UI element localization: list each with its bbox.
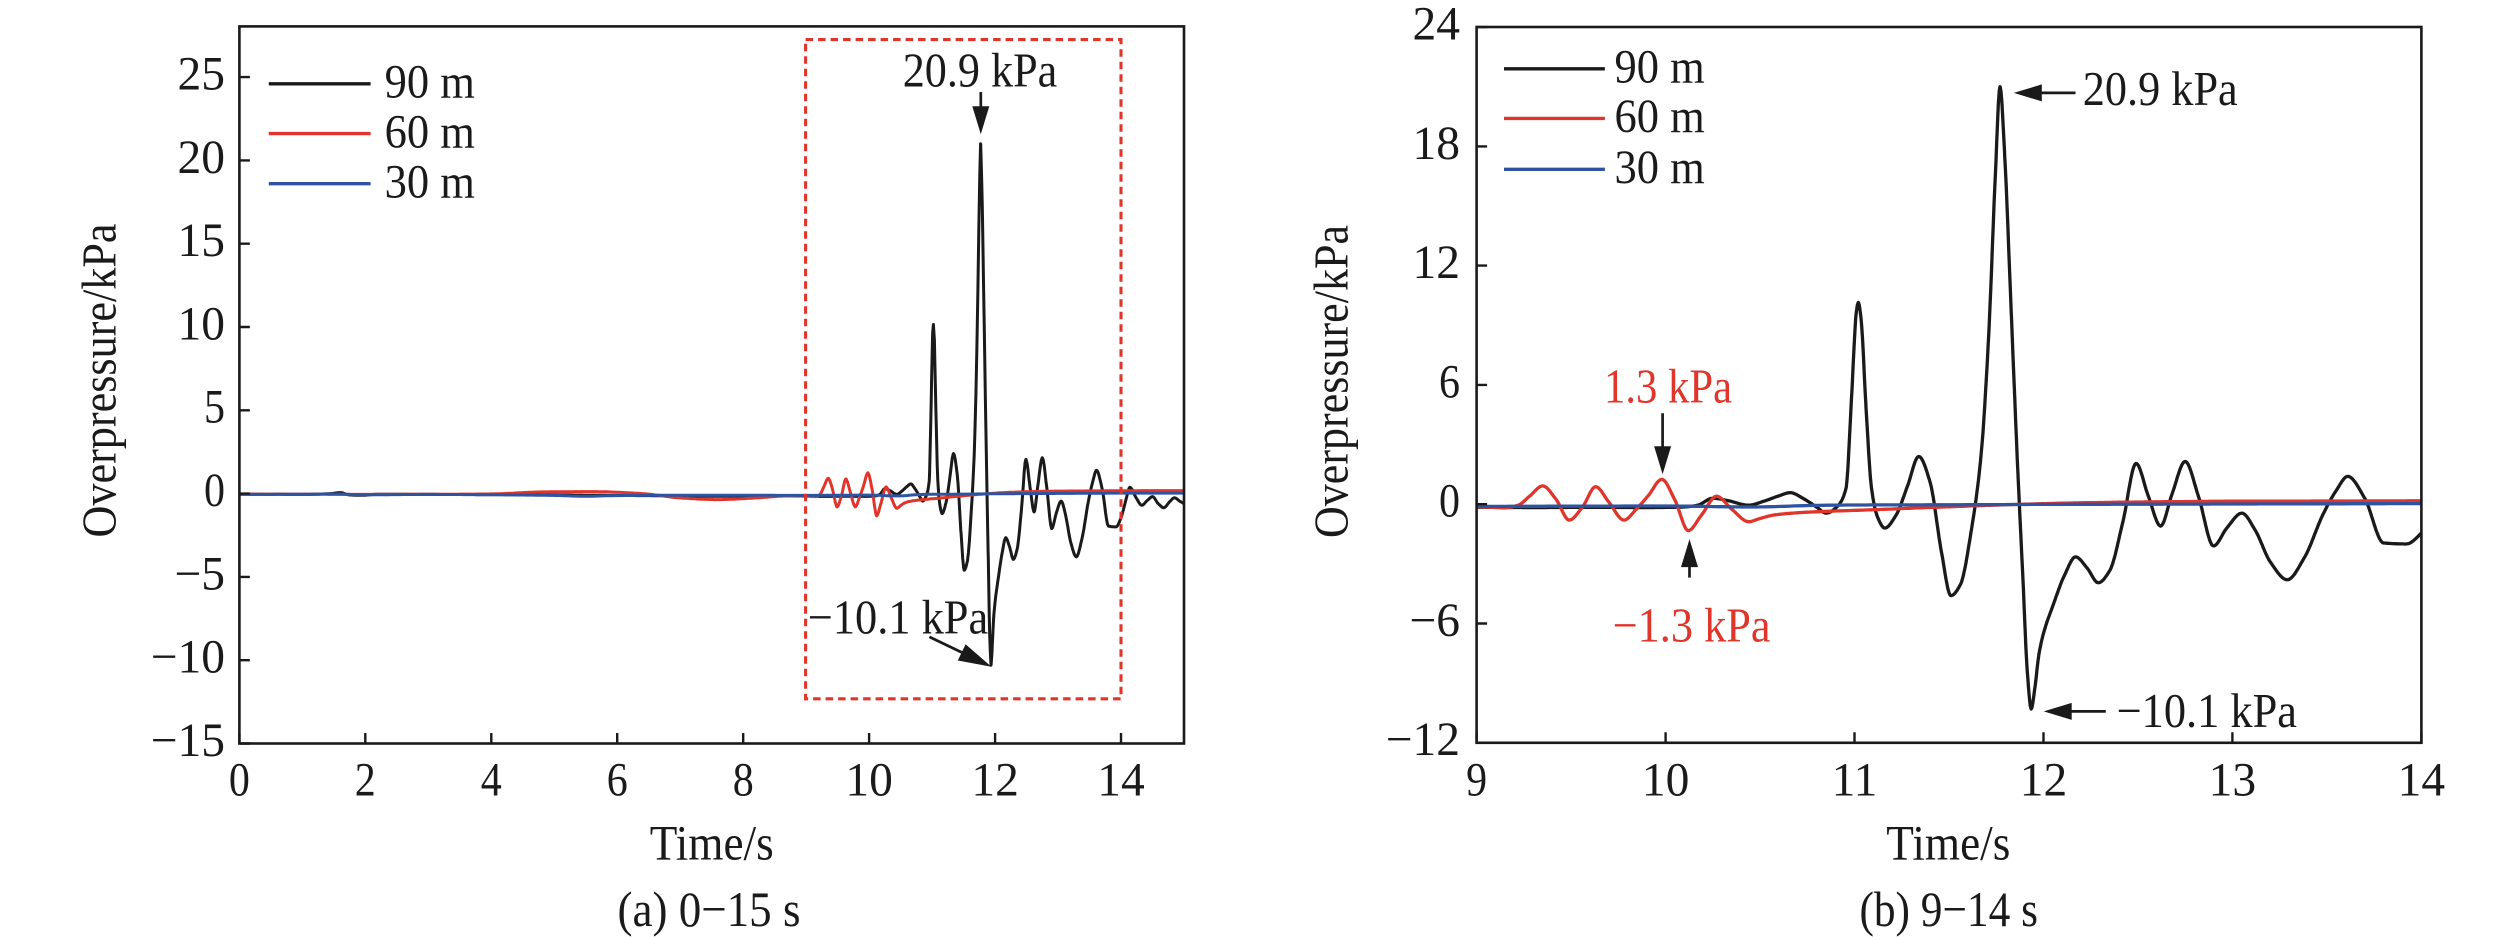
svg-text:30 m: 30 m — [385, 155, 475, 208]
svg-text:Overpressure/kPa: Overpressure/kPa — [1304, 225, 1359, 538]
svg-text:0: 0 — [229, 755, 250, 807]
svg-text:60 m: 60 m — [1615, 90, 1705, 143]
svg-text:Overpressure/kPa: Overpressure/kPa — [72, 223, 127, 537]
svg-text:90 m: 90 m — [1615, 41, 1705, 94]
svg-text:20.9 kPa: 20.9 kPa — [2083, 63, 2238, 116]
svg-text:8: 8 — [733, 755, 754, 807]
svg-text:10: 10 — [845, 755, 893, 807]
svg-text:(b) 9−14 s: (b) 9−14 s — [1859, 881, 2038, 937]
svg-text:11: 11 — [1832, 755, 1878, 807]
svg-text:4: 4 — [481, 755, 502, 807]
svg-text:−10.1 kPa: −10.1 kPa — [2117, 685, 2297, 738]
svg-text:20: 20 — [178, 132, 226, 184]
svg-text:0: 0 — [204, 465, 225, 517]
svg-text:10: 10 — [1642, 755, 1690, 807]
svg-text:12: 12 — [2020, 755, 2068, 807]
svg-text:15: 15 — [178, 215, 226, 267]
svg-text:9: 9 — [1466, 755, 1487, 807]
svg-text:−10.1 kPa: −10.1 kPa — [808, 592, 988, 645]
svg-text:24: 24 — [1413, 0, 1461, 51]
svg-text:−12: −12 — [1386, 714, 1460, 766]
svg-text:5: 5 — [204, 382, 225, 434]
svg-text:Time/s: Time/s — [650, 815, 774, 871]
svg-text:6: 6 — [607, 755, 628, 807]
svg-text:−15: −15 — [151, 715, 225, 767]
svg-text:12: 12 — [1413, 237, 1461, 289]
svg-text:2: 2 — [355, 755, 376, 807]
svg-text:12: 12 — [971, 755, 1019, 807]
svg-text:−1.3 kPa: −1.3 kPa — [1613, 600, 1771, 653]
svg-text:20.9 kPa: 20.9 kPa — [903, 44, 1058, 97]
svg-text:Time/s: Time/s — [1886, 815, 2010, 871]
svg-text:0: 0 — [1439, 476, 1460, 528]
svg-text:−5: −5 — [174, 548, 225, 600]
svg-text:18: 18 — [1413, 118, 1461, 170]
svg-text:6: 6 — [1439, 356, 1460, 408]
svg-text:90 m: 90 m — [385, 56, 475, 109]
svg-text:30 m: 30 m — [1615, 141, 1705, 194]
svg-text:10: 10 — [178, 298, 226, 350]
svg-text:−6: −6 — [1409, 595, 1460, 647]
svg-text:25: 25 — [178, 49, 226, 101]
svg-text:60 m: 60 m — [385, 105, 475, 158]
svg-text:−10: −10 — [151, 632, 225, 684]
svg-text:1.3 kPa: 1.3 kPa — [1604, 361, 1732, 414]
svg-text:14: 14 — [1097, 755, 1145, 807]
svg-text:(a) 0−15 s: (a) 0−15 s — [618, 881, 801, 937]
svg-text:14: 14 — [2398, 755, 2446, 807]
svg-text:13: 13 — [2209, 755, 2257, 807]
